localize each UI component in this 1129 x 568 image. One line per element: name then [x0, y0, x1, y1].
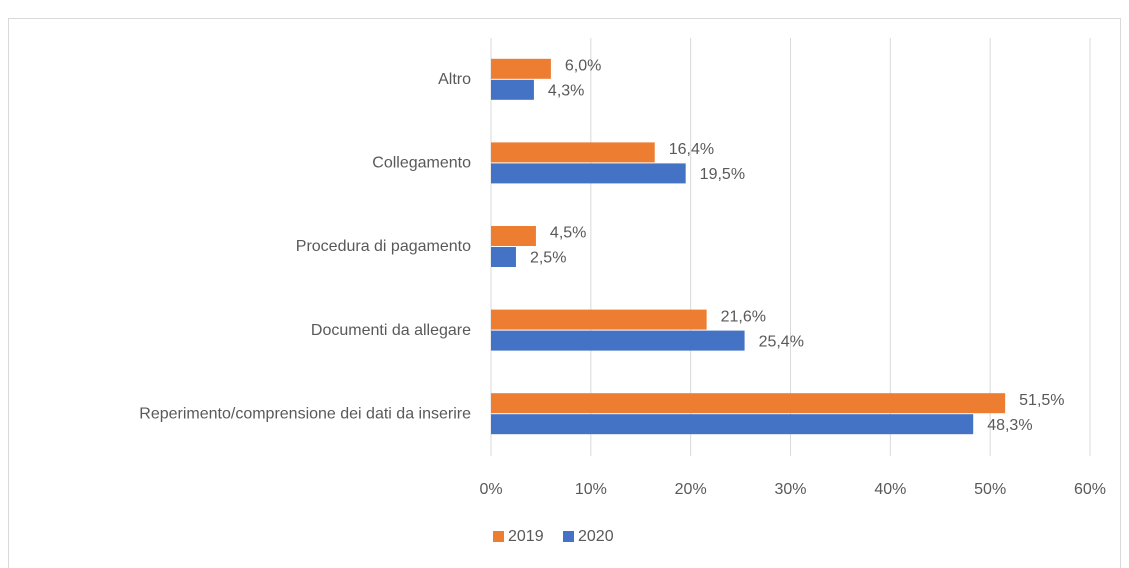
value-label: 48,3%: [987, 417, 1032, 434]
y-tick-label: Altro: [438, 71, 471, 88]
legend-label: 2019: [508, 528, 544, 545]
legend-label: 2020: [578, 528, 614, 545]
legend-swatch: [563, 531, 574, 542]
legend-swatch: [493, 531, 504, 542]
bar: [491, 393, 1006, 414]
value-label: 6,0%: [565, 58, 601, 75]
y-tick-label: Reperimento/comprensione dei dati da ins…: [139, 405, 471, 422]
value-label: 2,5%: [530, 250, 566, 267]
bar: [491, 58, 551, 79]
value-label: 51,5%: [1019, 392, 1064, 409]
x-tick-label: 60%: [1074, 481, 1106, 498]
value-label: 21,6%: [721, 308, 766, 325]
value-label: 16,4%: [669, 141, 714, 158]
value-label: 4,5%: [550, 225, 586, 242]
y-tick-label: Procedura di pagamento: [296, 238, 471, 255]
bar: [491, 309, 707, 330]
y-tick-label: Collegamento: [372, 155, 471, 172]
x-tick-label: 50%: [974, 481, 1006, 498]
value-label: 25,4%: [759, 333, 804, 350]
bar: [491, 142, 655, 163]
bar: [491, 79, 534, 100]
y-tick-label: Documenti da allegare: [311, 322, 471, 339]
bar: [491, 330, 745, 351]
chart-border: [8, 18, 1121, 568]
x-tick-label: 30%: [774, 481, 806, 498]
bar: [491, 247, 516, 267]
bar: [491, 163, 686, 184]
value-label: 19,5%: [700, 166, 745, 183]
x-tick-label: 0%: [479, 481, 502, 498]
bar: [491, 414, 974, 435]
x-tick-label: 10%: [575, 481, 607, 498]
value-label: 4,3%: [548, 83, 584, 100]
bar: [491, 226, 536, 246]
x-tick-label: 40%: [874, 481, 906, 498]
x-tick-label: 20%: [675, 481, 707, 498]
